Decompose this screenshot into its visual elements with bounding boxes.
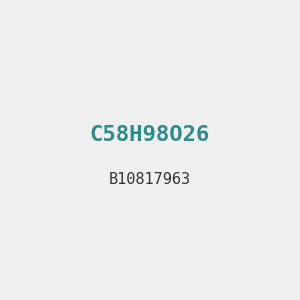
Text: C58H98O26: C58H98O26: [90, 125, 210, 145]
Text: B10817963: B10817963: [109, 172, 191, 188]
